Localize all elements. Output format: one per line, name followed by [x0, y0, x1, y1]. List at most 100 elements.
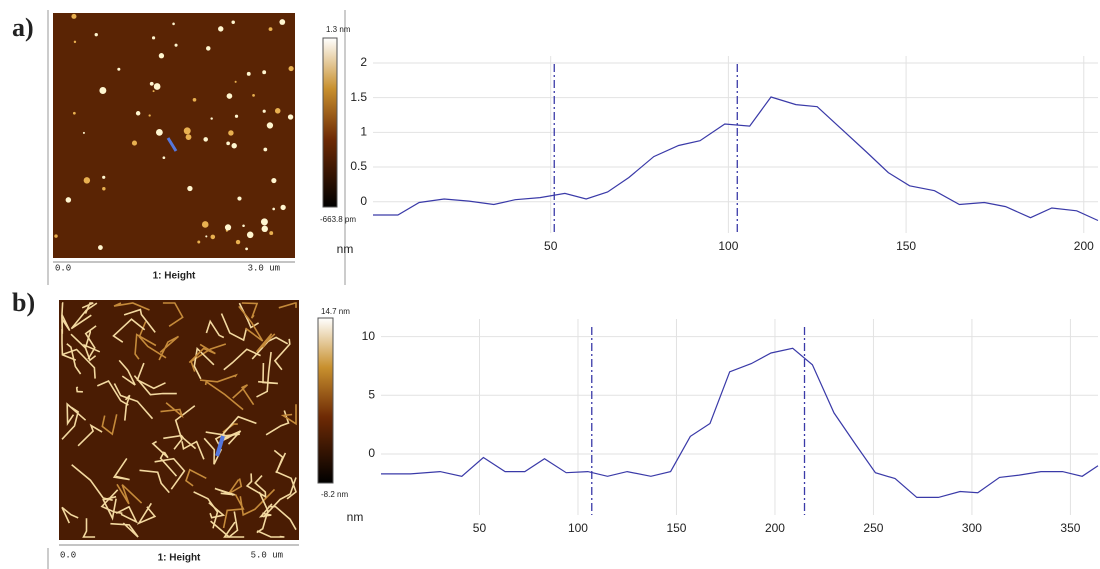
afm-feature	[203, 137, 208, 142]
afm-fibril	[136, 502, 157, 525]
afm-fibril	[268, 505, 297, 531]
afm-fibril	[70, 330, 91, 350]
afm-fibril	[232, 384, 255, 406]
afm-fibril	[214, 487, 236, 496]
afm-feature	[185, 134, 192, 141]
afm-feature	[269, 231, 274, 236]
afm-fibril	[70, 302, 98, 330]
afm-fibril	[83, 343, 101, 362]
x-tick-label: 50	[544, 239, 558, 253]
panel-label: b)	[12, 288, 35, 317]
afm-fibril	[185, 468, 207, 487]
afm-feature	[183, 127, 191, 135]
image-caption: 1: Height	[153, 271, 196, 282]
x-tick-label: 200	[765, 521, 785, 535]
afm-feature	[280, 204, 286, 211]
y-tick-label: 0.5	[350, 159, 367, 173]
afm-fibril	[160, 402, 184, 419]
afm-fibril	[273, 338, 291, 371]
afm-feature	[234, 114, 239, 118]
afm-fibril	[203, 437, 223, 465]
afm-feature	[54, 234, 58, 238]
image-x-end: 3.0 um	[248, 263, 280, 273]
afm-fibril	[262, 477, 297, 518]
afm-feature	[231, 20, 235, 24]
afm-fibril	[238, 305, 264, 342]
y-tick-label: 0	[360, 194, 367, 208]
afm-images	[47, 10, 346, 569]
afm-fibril	[112, 318, 146, 343]
afm-fibril	[116, 483, 143, 505]
afm-fibril	[220, 313, 248, 342]
afm-fibril	[256, 530, 285, 538]
afm-fibril	[112, 457, 130, 481]
afm-feature	[268, 27, 273, 32]
scale-min: -8.2 nm	[321, 490, 348, 499]
y-tick-label: 1	[360, 125, 367, 139]
x-tick-label: 200	[1074, 239, 1094, 253]
afm-feature	[252, 94, 255, 97]
afm-fibril	[133, 375, 177, 396]
afm-fibril	[77, 423, 103, 447]
x-tick-label: 250	[863, 521, 883, 535]
afm-fibril	[123, 308, 156, 333]
afm-fibril	[254, 475, 267, 498]
afm-fibril	[66, 343, 82, 375]
afm-fibril	[162, 302, 184, 327]
afm-feature	[148, 114, 151, 117]
y-tick-label: 5	[368, 387, 375, 401]
afm-fibril	[219, 415, 257, 438]
color-bar	[322, 37, 338, 208]
afm-feature	[205, 235, 208, 238]
x-tick-label: 300	[962, 521, 982, 535]
profile-line	[381, 347, 1099, 498]
afm-fibril	[124, 394, 131, 421]
afm-feature	[83, 177, 91, 184]
image-x-start: 0.0	[60, 550, 76, 560]
afm-fibril	[278, 302, 297, 309]
afm-fibril	[256, 491, 269, 534]
y-axis-unit: nm	[337, 242, 354, 256]
afm-feature	[102, 175, 106, 179]
afm-feature	[82, 131, 85, 134]
afm-fibril	[204, 380, 244, 411]
afm-feature	[117, 67, 121, 71]
afm-feature	[271, 177, 277, 184]
afm-fibril	[222, 493, 245, 529]
afm-feature	[162, 156, 166, 160]
afm-feature	[102, 187, 106, 191]
afm-fibril	[188, 343, 216, 364]
panel-label: a)	[12, 13, 34, 42]
afm-fibril	[280, 404, 297, 426]
afm-fibril	[139, 469, 170, 494]
afm-fibril	[228, 478, 243, 495]
afm-feature	[287, 114, 294, 120]
afm-feature	[262, 70, 267, 75]
afm-fibril	[223, 348, 261, 371]
afm-feature	[218, 26, 224, 32]
afm-fibril	[154, 457, 186, 490]
y-axis-unit: nm	[347, 510, 364, 524]
afm-feature	[201, 221, 209, 228]
scale-max: 14.7 nm	[321, 307, 350, 316]
afm-feature	[135, 111, 141, 116]
afm-feature	[94, 32, 98, 37]
afm-fibril	[158, 335, 180, 361]
afm-feature	[263, 147, 268, 152]
afm-feature	[131, 140, 138, 146]
x-tick-label: 100	[568, 521, 588, 535]
afm-feature	[262, 109, 266, 113]
afm-feature	[210, 117, 213, 120]
afm-fibril	[241, 302, 259, 319]
afm-feature	[65, 197, 72, 203]
afm-feature	[260, 218, 268, 226]
afm-image	[53, 13, 295, 258]
afm-feature	[231, 143, 237, 149]
scale-min: -663.8 pm	[320, 215, 356, 224]
afm-feature	[210, 234, 216, 240]
x-tick-label: 350	[1060, 521, 1080, 535]
afm-fibril	[61, 506, 79, 524]
afm-feature	[174, 43, 178, 47]
afm-feature	[153, 83, 161, 90]
